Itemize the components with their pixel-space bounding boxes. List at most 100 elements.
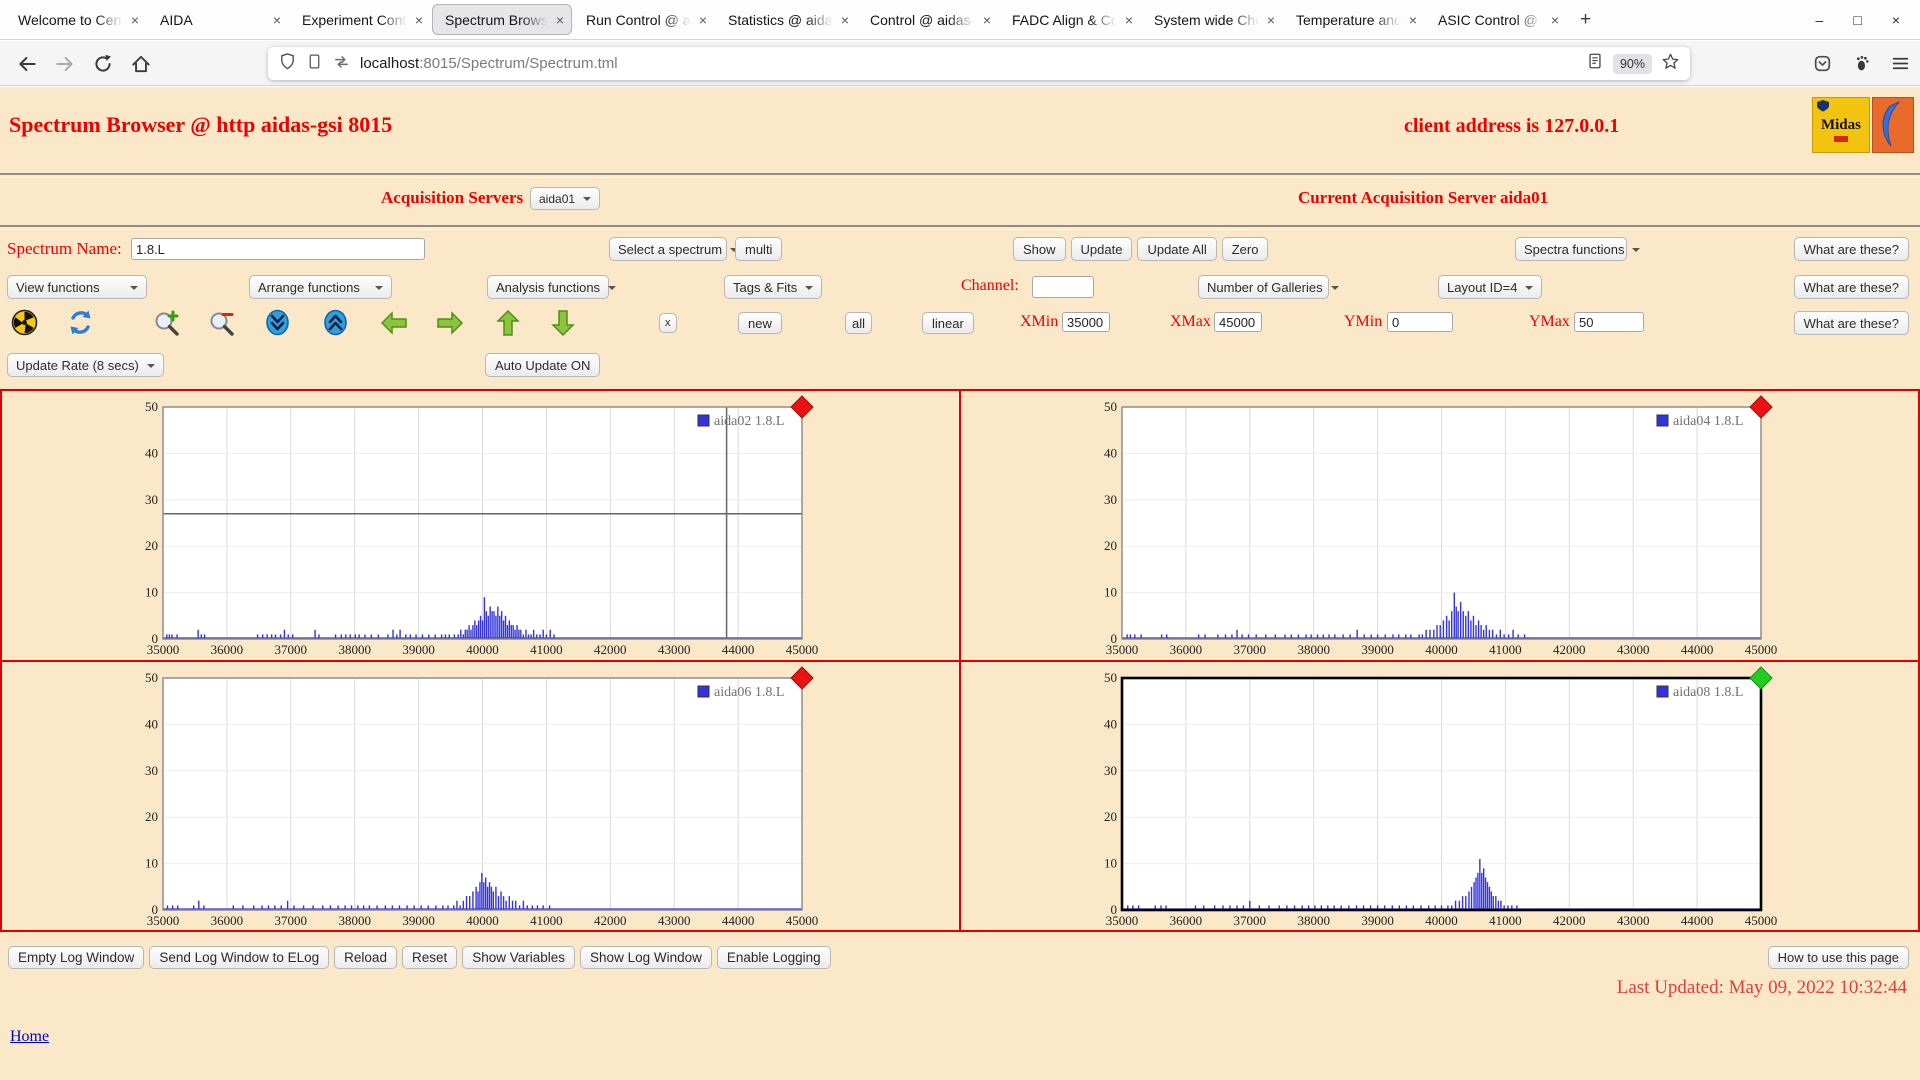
show-button[interactable]: Show: [1013, 237, 1066, 261]
zoom-in-icon[interactable]: [153, 309, 180, 336]
tab-asic-control-aid[interactable]: ASIC Control @ aid×: [1426, 4, 1566, 35]
auto-update-button[interactable]: Auto Update ON: [485, 353, 601, 377]
empty-log-window-button[interactable]: Empty Log Window: [8, 946, 145, 969]
tab-close-icon[interactable]: ×: [414, 11, 423, 28]
all-button[interactable]: all: [845, 312, 873, 334]
multi-button[interactable]: multi: [735, 237, 783, 261]
zoom-level-button[interactable]: 90%: [1612, 53, 1652, 74]
tab-experiment-control[interactable]: Experiment Control×: [290, 4, 430, 35]
xmin-input[interactable]: [1062, 312, 1110, 332]
acquisition-server-select[interactable]: aida01: [530, 187, 601, 210]
save-to-pocket-icon[interactable]: [1812, 53, 1834, 75]
hamburger-menu-icon[interactable]: [1890, 53, 1912, 75]
forward-icon[interactable]: [54, 53, 76, 75]
shrink-y-icon[interactable]: [264, 309, 291, 336]
new-tab-button[interactable]: +: [1580, 8, 1592, 30]
tab-close-icon[interactable]: ×: [555, 11, 564, 28]
show-variables-button[interactable]: Show Variables: [462, 946, 576, 969]
tags-fits-select[interactable]: Tags & Fits: [724, 275, 823, 299]
shield-icon[interactable]: [278, 52, 297, 76]
x-button[interactable]: x: [659, 313, 677, 333]
x-axis-labels: 35000 36000 37000 38000 39000 40000 41000 42000…: [147, 642, 819, 657]
tab-close-icon[interactable]: ×: [840, 11, 849, 28]
spectrum-panel-aida08[interactable]: 0 10 20 30 40 50 35000 36000 37000 38000 39000 4000…: [961, 661, 1918, 931]
linear-button[interactable]: linear: [922, 312, 974, 334]
home-link[interactable]: Home: [10, 1028, 50, 1045]
url-text[interactable]: localhost:8015/Spectrum/Spectrum.tml: [360, 55, 618, 72]
what-are-these-button-3[interactable]: What are these?: [1793, 311, 1909, 335]
spectrum-chart-aida04[interactable]: 0 10 20 30 40 50 35000 36000 37000 38000 39000 4000…: [961, 391, 1918, 660]
update-button[interactable]: Update: [1070, 237, 1133, 261]
tab-system-wide-check[interactable]: System wide Check×: [1142, 4, 1282, 35]
reset-button[interactable]: Reset: [401, 946, 458, 969]
pan-left-icon[interactable]: [380, 311, 407, 338]
update-all-button[interactable]: Update All: [1137, 237, 1217, 261]
view-functions-select[interactable]: View functions: [7, 275, 147, 299]
spectrum-name-input[interactable]: [131, 238, 425, 260]
xmax-input[interactable]: [1214, 312, 1262, 332]
arrange-functions-select[interactable]: Arrange functions: [249, 275, 392, 299]
bookmark-star-icon[interactable]: [1661, 52, 1680, 76]
window-maximize-button[interactable]: □: [1853, 11, 1862, 28]
analysis-functions-select[interactable]: Analysis functions: [487, 275, 617, 299]
ymax-input[interactable]: [1574, 312, 1644, 332]
window-close-button[interactable]: ×: [1891, 11, 1900, 28]
pan-down-icon[interactable]: [551, 309, 578, 337]
radiation-icon[interactable]: [11, 309, 38, 336]
spectra-functions-select[interactable]: Spectra functions: [1515, 237, 1641, 261]
refresh-icon[interactable]: [67, 309, 94, 336]
tab-close-icon[interactable]: ×: [1550, 11, 1559, 28]
tab-close-icon[interactable]: ×: [1266, 11, 1275, 28]
expand-y-icon[interactable]: [322, 309, 349, 336]
pan-right-icon[interactable]: [436, 311, 464, 338]
tab-close-icon[interactable]: ×: [1408, 11, 1417, 28]
select-a-spectrum-select[interactable]: Select a spectrum: [609, 237, 739, 261]
tab-close-icon[interactable]: ×: [698, 11, 707, 28]
channel-input[interactable]: [1032, 276, 1094, 298]
ymin-input[interactable]: [1387, 312, 1453, 332]
spectrum-chart-aida02[interactable]: 0 10 20 30 40 50 35000 36000 37000 38000 39000 4000…: [2, 391, 959, 660]
tab-aida[interactable]: AIDA ×: [148, 4, 288, 35]
back-icon[interactable]: [16, 53, 38, 75]
home-icon[interactable]: [130, 53, 152, 75]
reader-mode-icon[interactable]: [1586, 52, 1604, 75]
send-log-window-to-elog-button[interactable]: Send Log Window to ELog: [149, 946, 330, 969]
url-bar[interactable]: localhost:8015/Spectrum/Spectrum.tml 90%: [268, 47, 1690, 80]
reload-button[interactable]: Reload: [334, 946, 397, 969]
tab-temperature-and-st[interactable]: Temperature and st×: [1284, 4, 1424, 35]
extension-footprint-icon[interactable]: [1852, 53, 1874, 75]
spectrum-chart-aida08[interactable]: 0 10 20 30 40 50 35000 36000 37000 38000 39000 4000…: [961, 662, 1918, 931]
tab-welcome-to-cento[interactable]: Welcome to CentO ×: [6, 4, 146, 35]
show-log-window-button[interactable]: Show Log Window: [580, 946, 712, 969]
spectrum-panel-aida06[interactable]: 0 10 20 30 40 50 35000 36000 37000 38000 39000 4000…: [2, 661, 959, 931]
what-are-these-button-2[interactable]: What are these?: [1793, 275, 1909, 299]
tab-fadc-align-cont[interactable]: FADC Align & Cont ×: [1000, 4, 1140, 35]
window-minimize-button[interactable]: –: [1815, 11, 1824, 28]
tab-control-aidas-gs[interactable]: Control @ aidas-gs×: [858, 4, 998, 35]
tab-close-icon[interactable]: ×: [1124, 11, 1133, 28]
tab-label: Statistics @ aidas-g: [728, 11, 836, 28]
new-button[interactable]: new: [738, 312, 782, 334]
permissions-icon[interactable]: [332, 52, 351, 76]
layout-id-select[interactable]: Layout ID=4: [1438, 275, 1543, 299]
pan-up-icon[interactable]: [496, 309, 523, 336]
tab-close-icon[interactable]: ×: [130, 11, 139, 28]
svg-text:10: 10: [145, 855, 158, 870]
tab-statistics-aidas-g[interactable]: Statistics @ aidas-g×: [716, 4, 856, 35]
update-rate-select[interactable]: Update Rate (8 secs): [7, 353, 164, 377]
enable-logging-button[interactable]: Enable Logging: [716, 946, 831, 969]
tab-close-icon[interactable]: ×: [982, 11, 991, 28]
spectrum-chart-aida06[interactable]: 0 10 20 30 40 50 35000 36000 37000 38000 39000 4000…: [2, 662, 959, 931]
zero-button[interactable]: Zero: [1221, 237, 1269, 261]
page-info-icon[interactable]: [306, 52, 323, 76]
spectrum-panel-aida04[interactable]: 0 10 20 30 40 50 35000 36000 37000 38000 39000 4000…: [961, 391, 1918, 660]
what-are-these-button-1[interactable]: What are these?: [1793, 237, 1909, 261]
tab-close-icon[interactable]: ×: [272, 11, 281, 28]
reload-icon[interactable]: [92, 53, 114, 75]
how-to-use-button[interactable]: How to use this page: [1767, 946, 1909, 969]
number-of-galleries-select[interactable]: Number of Galleries: [1198, 275, 1339, 299]
zoom-out-icon[interactable]: [208, 309, 235, 336]
spectrum-panel-aida02[interactable]: 0 10 20 30 40 50 35000 36000 37000 38000 39000 4000…: [2, 391, 959, 660]
tab-run-control-aida[interactable]: Run Control @ aida×: [574, 4, 714, 35]
tab-spectrum-browser[interactable]: Spectrum Browser ×: [432, 4, 572, 35]
